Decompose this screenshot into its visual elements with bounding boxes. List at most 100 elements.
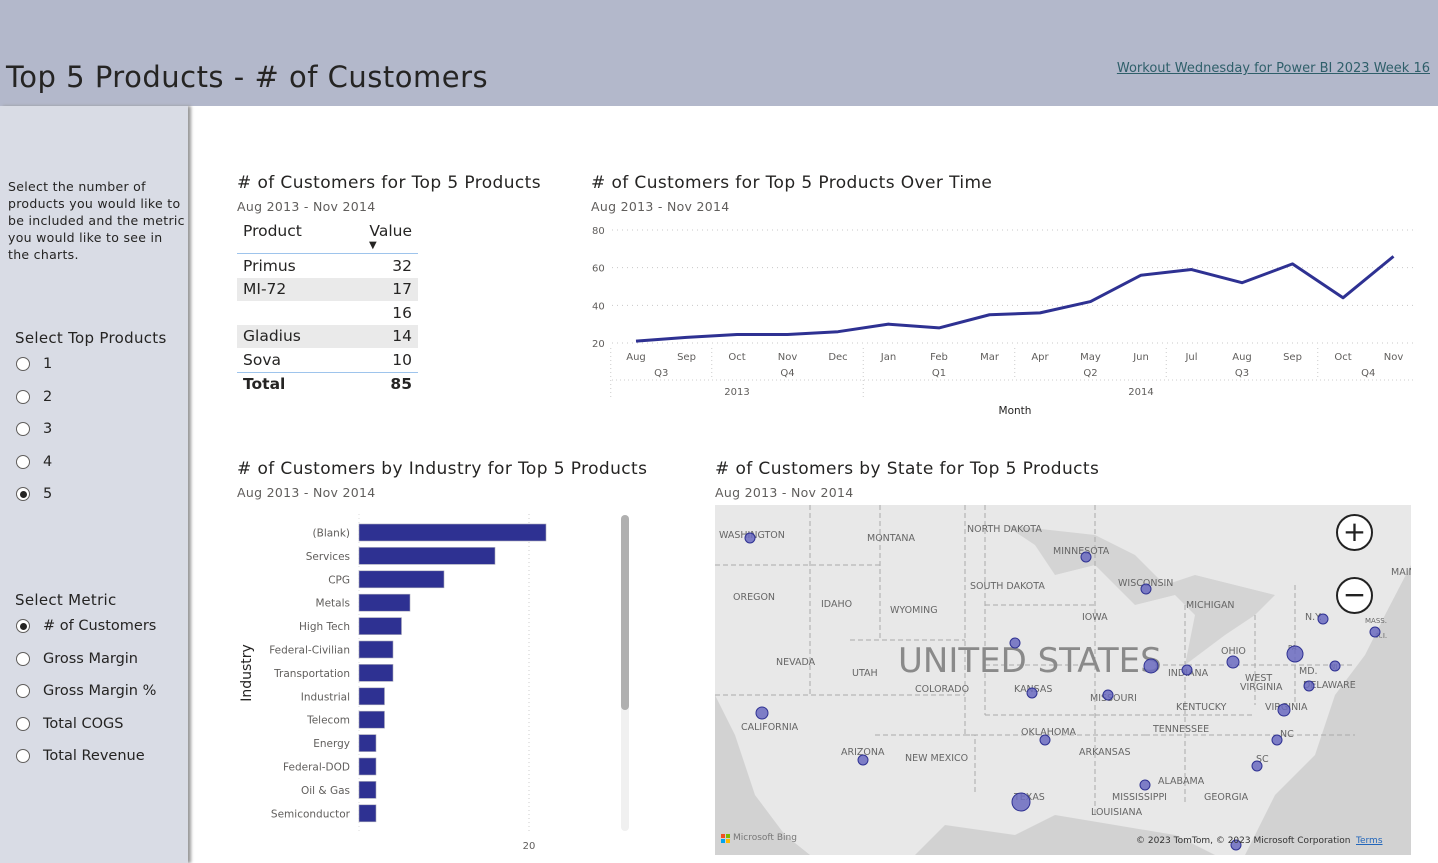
y-tick-label: 80: [592, 226, 605, 237]
state-bubble[interactable]: [1271, 734, 1283, 746]
radio-button[interactable]: [16, 619, 30, 633]
state-bubble[interactable]: [1139, 779, 1151, 791]
data-point[interactable]: [1034, 307, 1046, 319]
state-bubble[interactable]: [1303, 680, 1315, 692]
column-header-value[interactable]: Value: [369, 222, 412, 240]
x-tick-label: Jul: [1184, 352, 1197, 363]
data-point[interactable]: [782, 329, 794, 341]
y-tick-label: 20: [592, 339, 605, 350]
radio-button[interactable]: [16, 422, 30, 436]
product-table: Product Value ▼ Primus 32 MI-72 17 16 Gladius…: [237, 220, 418, 395]
top-products-option[interactable]: 5: [16, 486, 52, 502]
total-label: Total: [243, 374, 286, 393]
metric-option[interactable]: Gross Margin %: [16, 683, 156, 699]
data-point[interactable]: [1135, 269, 1147, 281]
radio-button[interactable]: [16, 684, 30, 698]
data-point[interactable]: [1388, 250, 1400, 262]
data-point[interactable]: [883, 318, 895, 330]
x-axis-title: Month: [999, 405, 1032, 417]
map-title: # of Customers by State for Top 5 Produc…: [715, 459, 1100, 479]
workout-wednesday-link[interactable]: Workout Wednesday for Power BI 2023 Week…: [1116, 61, 1430, 76]
value-cell: 14: [392, 327, 412, 346]
data-point[interactable]: [933, 322, 945, 334]
x-tick-label: Oct: [728, 352, 745, 363]
top-products-option[interactable]: 3: [16, 421, 52, 437]
data-point[interactable]: [731, 329, 743, 341]
state-bubble[interactable]: [1080, 551, 1092, 563]
state-bubble[interactable]: [1102, 689, 1114, 701]
quarter-label: Q1: [932, 368, 946, 379]
bar-chart-scrollbar[interactable]: [621, 515, 629, 831]
state-bubble[interactable]: [1011, 792, 1031, 812]
data-point[interactable]: [630, 335, 642, 347]
bar-chart-title: # of Customers by Industry for Top 5 Pro…: [237, 459, 648, 479]
state-bubble[interactable]: [1251, 760, 1263, 772]
metric-option[interactable]: Total Revenue: [16, 748, 145, 764]
state-map[interactable]: WASHINGTONMONTANANORTH DAKOTAMINNESOTASO…: [715, 505, 1411, 855]
state-bubble[interactable]: [744, 532, 756, 544]
radio-button[interactable]: [16, 716, 30, 731]
state-bubble[interactable]: [1329, 660, 1341, 672]
state-label: DELAWARE: [1303, 680, 1356, 691]
top-products-option[interactable]: 2: [16, 389, 52, 405]
total-value: 85: [390, 374, 412, 393]
map-terms-link[interactable]: Terms: [1356, 836, 1383, 846]
quarter-label: Q3: [654, 368, 668, 379]
product-cell: Gladius: [243, 327, 301, 346]
state-bubble[interactable]: [1226, 655, 1240, 669]
country-label: UNITED STATES: [898, 641, 1162, 681]
zoom-in-button[interactable]: +: [1336, 514, 1373, 551]
state-bubble[interactable]: [1026, 687, 1038, 699]
x-tick-label: Aug: [1232, 352, 1252, 363]
option-label: Total COGS: [43, 715, 124, 732]
data-point[interactable]: [1236, 277, 1248, 289]
state-label: GEORGIA: [1204, 792, 1249, 803]
state-bubble[interactable]: [755, 706, 769, 720]
state-bubble[interactable]: [1143, 658, 1159, 674]
radio-button[interactable]: [16, 749, 30, 763]
top-products-option[interactable]: 1: [16, 356, 52, 372]
option-label: 4: [43, 453, 53, 470]
column-header-product[interactable]: Product: [243, 222, 302, 240]
state-label: MONTANA: [867, 533, 915, 544]
top-products-option[interactable]: 4: [16, 454, 52, 470]
radio-button[interactable]: [16, 357, 30, 371]
quarter-label: Q4: [1361, 368, 1375, 379]
state-bubble[interactable]: [1039, 734, 1051, 746]
state-bubble[interactable]: [857, 754, 869, 766]
metric-option[interactable]: # of Customers: [16, 618, 156, 634]
state-label: VIRGINIA: [1240, 682, 1283, 693]
data-point[interactable]: [1085, 296, 1097, 308]
option-label: 2: [43, 388, 53, 405]
radio-button[interactable]: [16, 651, 30, 666]
state-bubble[interactable]: [1369, 626, 1381, 638]
state-label: MICHIGAN: [1186, 600, 1235, 611]
series-line[interactable]: [635, 255, 1395, 343]
data-point[interactable]: [984, 309, 996, 321]
state-label: UTAH: [852, 668, 878, 679]
data-point[interactable]: [681, 331, 693, 343]
radio-button[interactable]: [16, 487, 30, 501]
state-bubble[interactable]: [1230, 839, 1242, 851]
data-point[interactable]: [832, 326, 844, 338]
radio-button[interactable]: [16, 389, 30, 404]
zoom-out-button[interactable]: −: [1336, 577, 1373, 614]
state-bubble[interactable]: [1317, 613, 1329, 625]
data-point[interactable]: [1287, 258, 1299, 270]
table-row: Sova 10: [237, 348, 418, 372]
state-bubble[interactable]: [1286, 645, 1304, 663]
state-bubble[interactable]: [1277, 703, 1291, 717]
state-label: MD.: [1299, 666, 1318, 677]
table-total-row: Total 85: [237, 371, 418, 396]
radio-button[interactable]: [16, 454, 30, 469]
table-header: Product Value ▼: [237, 220, 418, 254]
data-point[interactable]: [1186, 264, 1198, 276]
state-bubble[interactable]: [1009, 637, 1021, 649]
data-point[interactable]: [1337, 292, 1349, 304]
state-bubble[interactable]: [1140, 583, 1152, 595]
scrollbar-thumb[interactable]: [621, 515, 629, 710]
metric-option[interactable]: Total COGS: [16, 716, 123, 732]
state-bubble[interactable]: [1181, 664, 1193, 676]
metric-option[interactable]: Gross Margin: [16, 651, 138, 667]
